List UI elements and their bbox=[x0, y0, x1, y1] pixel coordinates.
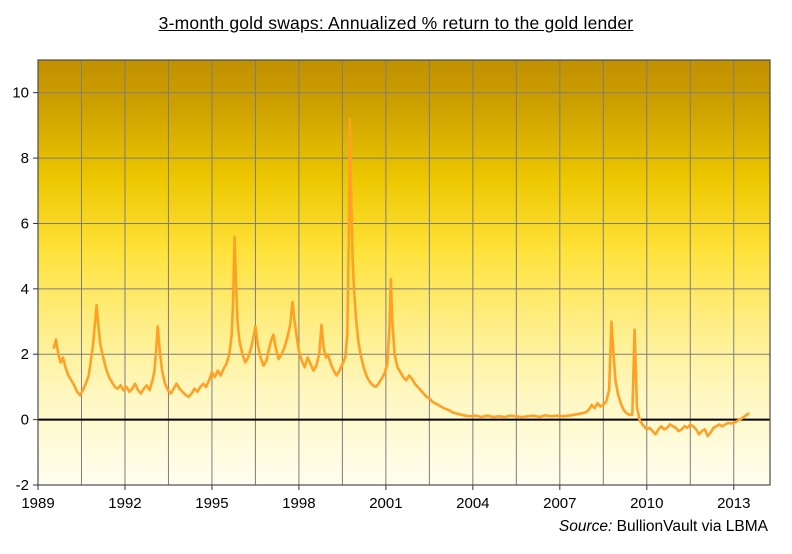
plot-background bbox=[38, 60, 770, 485]
x-tick-label: 1989 bbox=[21, 495, 54, 512]
x-tick-label: 2007 bbox=[543, 495, 576, 512]
source-note: Source: BullionVault via LBMA bbox=[559, 518, 768, 536]
y-tick-label: -2 bbox=[16, 477, 29, 494]
x-tick-label: 2013 bbox=[717, 495, 750, 512]
y-tick-label: 0 bbox=[21, 412, 29, 429]
plot-border bbox=[37, 59, 771, 486]
x-tick-label: 1992 bbox=[108, 495, 141, 512]
chart-title: 3-month gold swaps: Annualized % return … bbox=[158, 13, 634, 33]
source-text: BullionVault via LBMA bbox=[616, 518, 768, 535]
y-tick-label: 8 bbox=[21, 150, 29, 167]
x-tick-label: 1995 bbox=[195, 495, 228, 512]
y-tick-label: 6 bbox=[21, 215, 29, 232]
y-tick-label: 4 bbox=[21, 281, 29, 298]
x-tick-label: 2001 bbox=[369, 495, 402, 512]
y-tick-label: 10 bbox=[12, 85, 29, 102]
source-label: Source: bbox=[558, 518, 613, 535]
x-tick-label: 1998 bbox=[282, 495, 315, 512]
x-tick-label: 2010 bbox=[630, 495, 663, 512]
x-tick-label: 2004 bbox=[456, 495, 489, 512]
series-line bbox=[52, 117, 750, 438]
y-tick-label: 2 bbox=[21, 346, 29, 363]
